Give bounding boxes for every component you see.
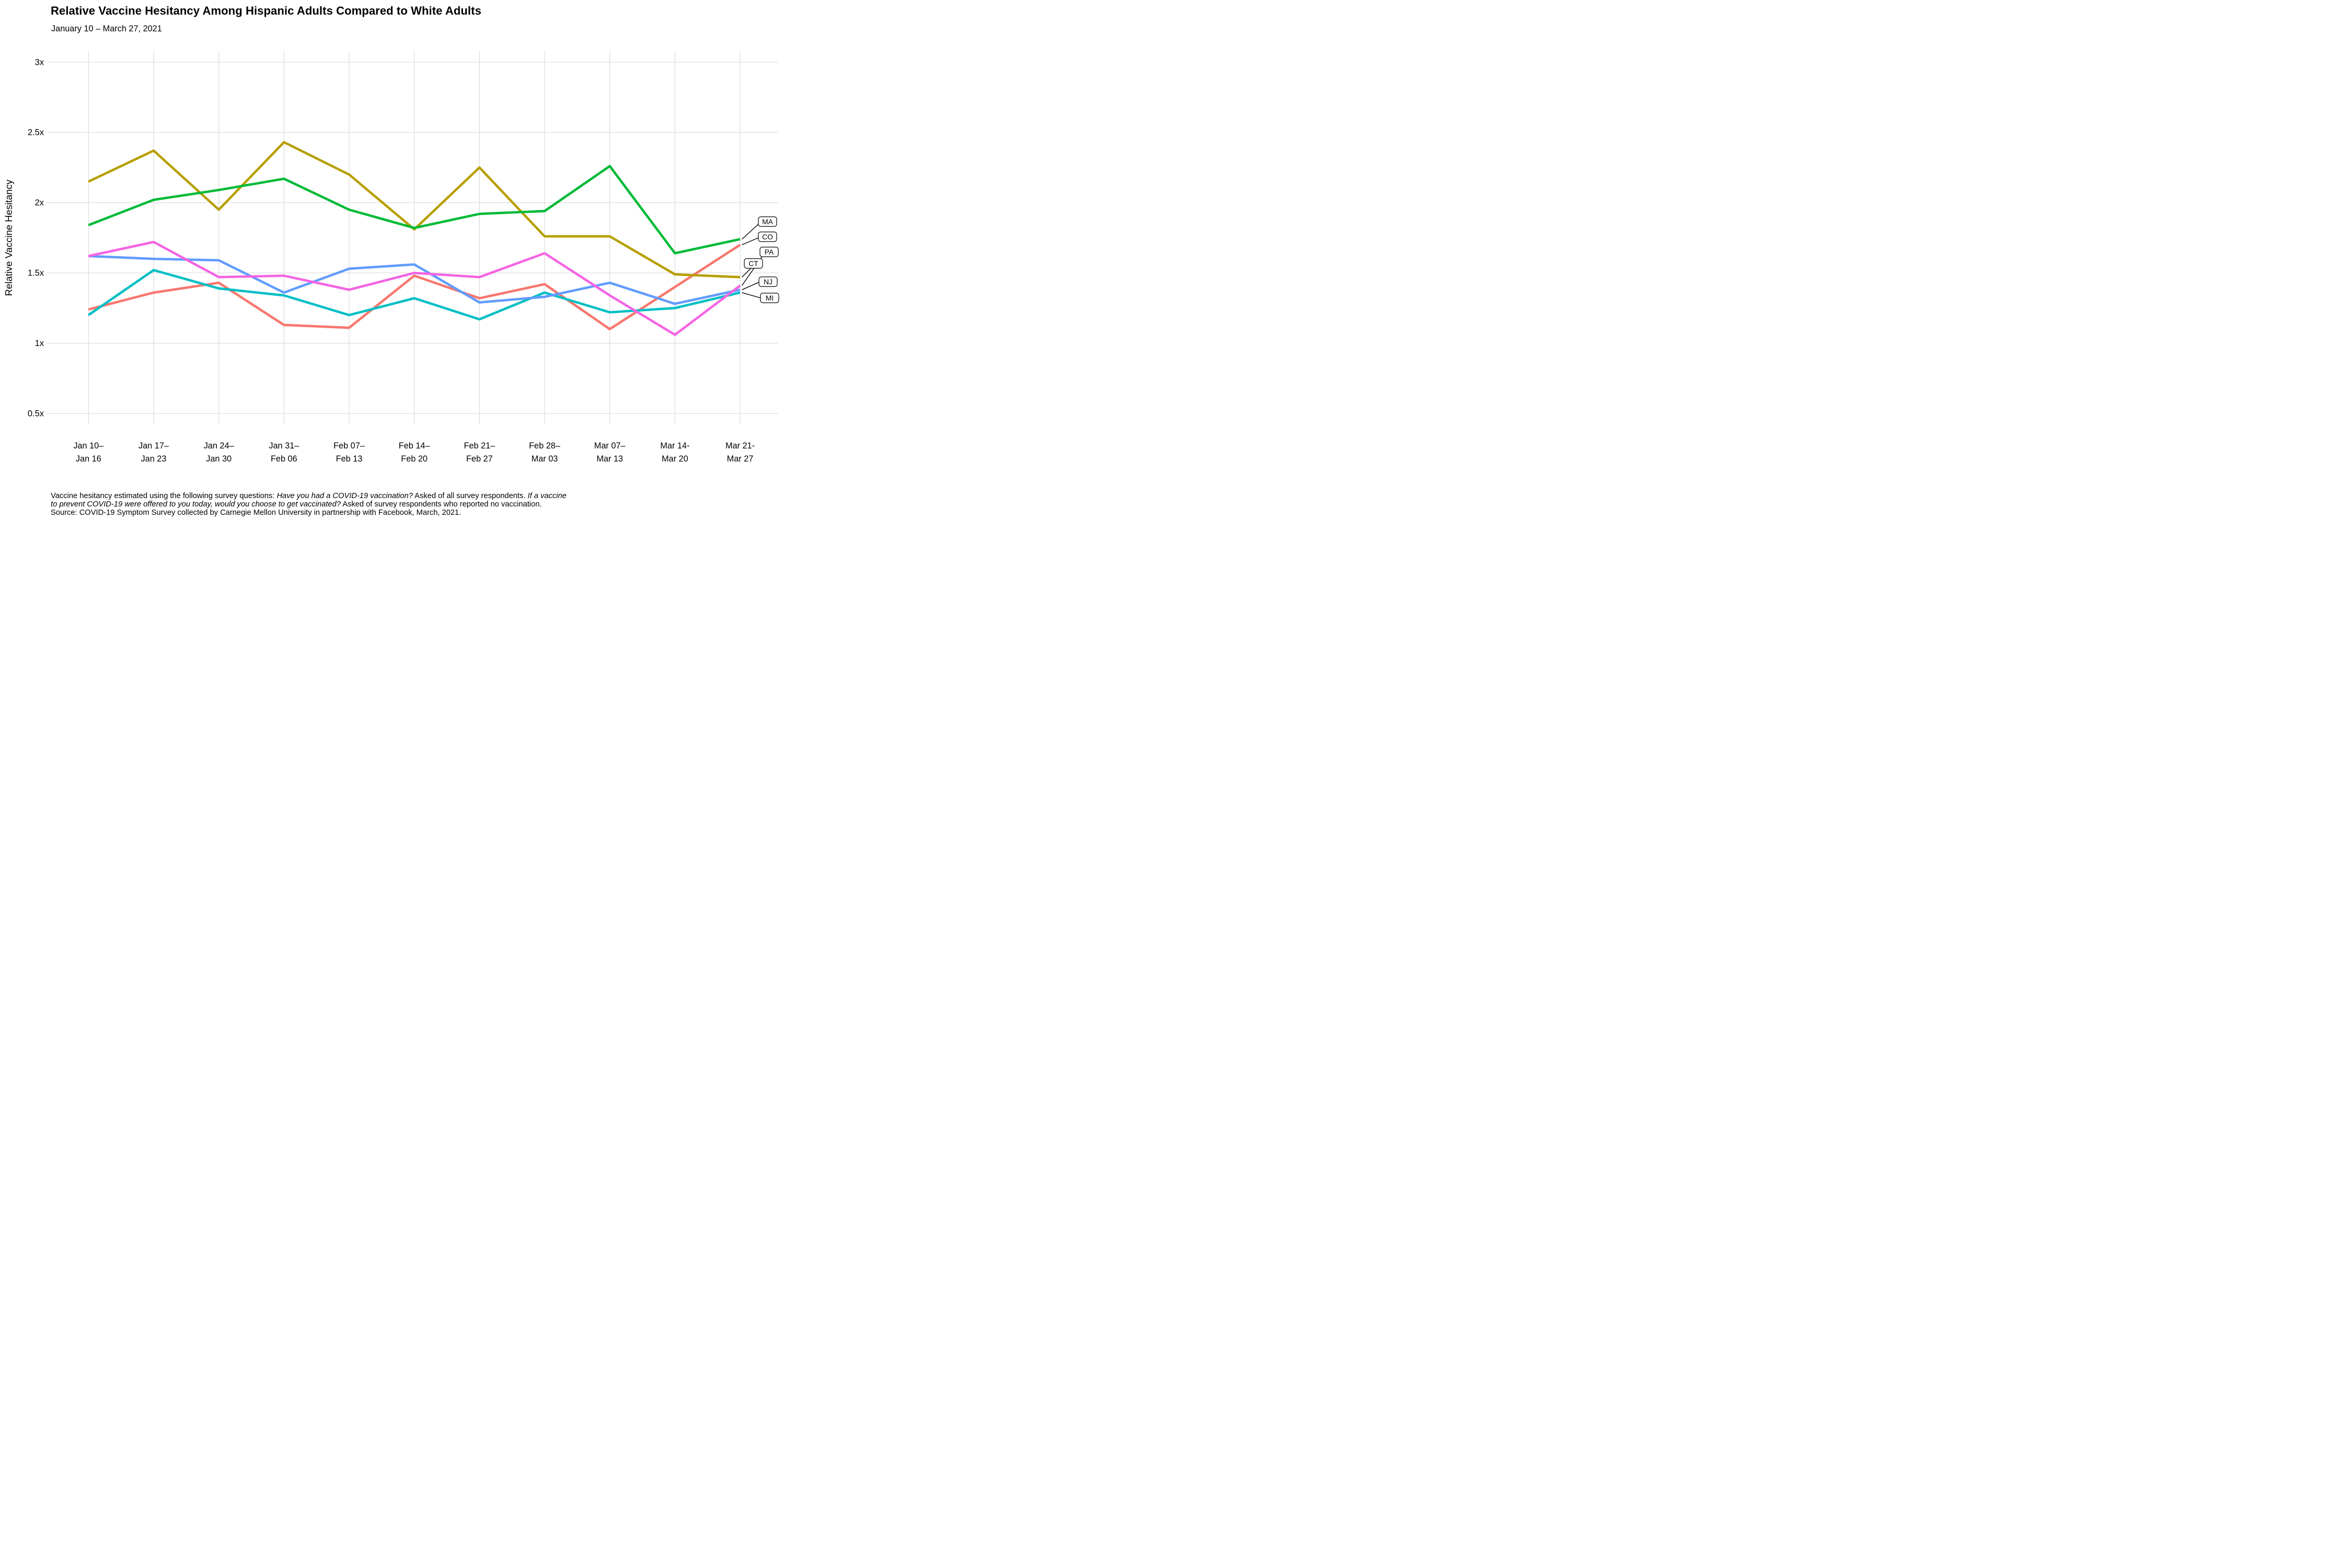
x-tick-label-line1: Mar 07– <box>594 441 626 451</box>
end-label-leader-MA <box>742 224 759 240</box>
end-label-leader-MI <box>742 292 761 298</box>
series-line-CO <box>88 244 741 331</box>
series-line-MI <box>87 269 741 321</box>
end-label-box-NJ <box>758 276 778 287</box>
footnote-segment: Asked of survey respondents who reported… <box>340 500 542 509</box>
x-tick-label-line2: Feb 27 <box>466 454 493 464</box>
y-tick-label: 1.5x <box>28 269 44 278</box>
series-line-MA <box>88 165 741 255</box>
x-tick-label-line1: Feb 07– <box>333 441 365 451</box>
end-label-text-PA: PA <box>765 248 774 256</box>
end-label-box-CT <box>744 258 763 269</box>
end-label-box-MA <box>758 216 777 227</box>
x-tick-label-line2: Jan 30 <box>206 454 232 464</box>
x-tick-label-line2: Mar 27 <box>727 454 754 464</box>
y-tick-label: 1x <box>35 339 44 348</box>
end-label-box-MI <box>760 293 779 303</box>
series-line-PA <box>88 240 741 336</box>
x-tick-label-line1: Jan 24– <box>204 441 235 451</box>
x-tick-label-line2: Jan 23 <box>141 454 167 464</box>
y-tick-label: 0.5x <box>28 409 44 419</box>
x-tick-label-line1: Feb 21– <box>464 441 495 451</box>
end-label-leader-CO <box>742 237 759 246</box>
y-tick-label: 2x <box>35 198 44 207</box>
x-tick-label-line2: Mar 03 <box>532 454 558 464</box>
end-label-box-CO <box>758 232 777 242</box>
x-tick-label-line1: Mar 21- <box>725 441 755 451</box>
end-label-text-CO: CO <box>762 233 773 241</box>
series-line-NJ <box>88 255 741 305</box>
x-tick-label-line2: Mar 20 <box>662 454 688 464</box>
footnote-segment-italic: If a vaccine <box>527 492 567 500</box>
y-axis-title: Relative Vaccine Hesitancy <box>3 179 14 296</box>
end-label-text-MI: MI <box>766 294 774 302</box>
footnote-line: Vaccine hesitancy estimated using the fo… <box>51 492 783 500</box>
end-label-leader-CT <box>742 268 752 278</box>
chart-title: Relative Vaccine Hesitancy Among Hispani… <box>51 4 481 17</box>
series-line-CT <box>88 141 741 279</box>
x-tick-label-line2: Feb 13 <box>336 454 363 464</box>
footnote-segment-italic: to prevent COVID-19 were offered to you … <box>51 500 341 509</box>
footnote-line: Source: COVID-19 Symptom Survey collecte… <box>51 509 783 517</box>
x-tick-label-line1: Mar 14- <box>660 441 689 451</box>
x-tick-label-line1: Jan 31– <box>269 441 299 451</box>
footnote: Vaccine hesitancy estimated using the fo… <box>51 492 783 517</box>
x-tick-label-line1: Jan 17– <box>139 441 169 451</box>
x-tick-label-line1: Feb 14– <box>399 441 431 451</box>
end-label-text-MA: MA <box>762 218 773 226</box>
x-tick-label-line2: Jan 16 <box>76 454 101 464</box>
x-tick-label-line2: Feb 06 <box>271 454 297 464</box>
y-tick-label: 3x <box>35 57 44 67</box>
footnote-segment-italic: Have you had a COVID-19 vaccination? <box>276 492 413 500</box>
x-tick-label-line2: Feb 20 <box>401 454 428 464</box>
footnote-segment: Vaccine hesitancy estimated using the fo… <box>51 492 277 500</box>
x-tick-label-line1: Feb 28– <box>529 441 561 451</box>
x-tick-label-line1: Jan 10– <box>73 441 104 451</box>
end-label-text-CT: CT <box>748 260 758 268</box>
footnote-segment: Asked of all survey respondents. <box>412 492 528 500</box>
y-tick-label: 2.5x <box>28 128 44 137</box>
line-chart-canvas: 3x 2.5x 2x 1.5x 1x 0.5x Jan 10– Jan 16 Jan 17– Ja… <box>3 51 779 464</box>
chart-subtitle: January 10 – March 27, 2021 <box>51 24 162 33</box>
end-label-text-NJ: NJ <box>764 278 773 286</box>
end-label-box-PA <box>759 247 779 257</box>
x-tick-label-line2: Mar 13 <box>596 454 623 464</box>
footnote-segment: Source: COVID-19 Symptom Survey collecte… <box>51 509 462 517</box>
end-label-leader-NJ <box>742 282 759 291</box>
footnote-line: to prevent COVID-19 were offered to you … <box>51 500 783 509</box>
vaccine-hesitancy-chart-page: 3x 2.5x 2x 1.5x 1x 0.5x Jan 10– Jan 16 Jan 17– Ja… <box>0 0 784 523</box>
